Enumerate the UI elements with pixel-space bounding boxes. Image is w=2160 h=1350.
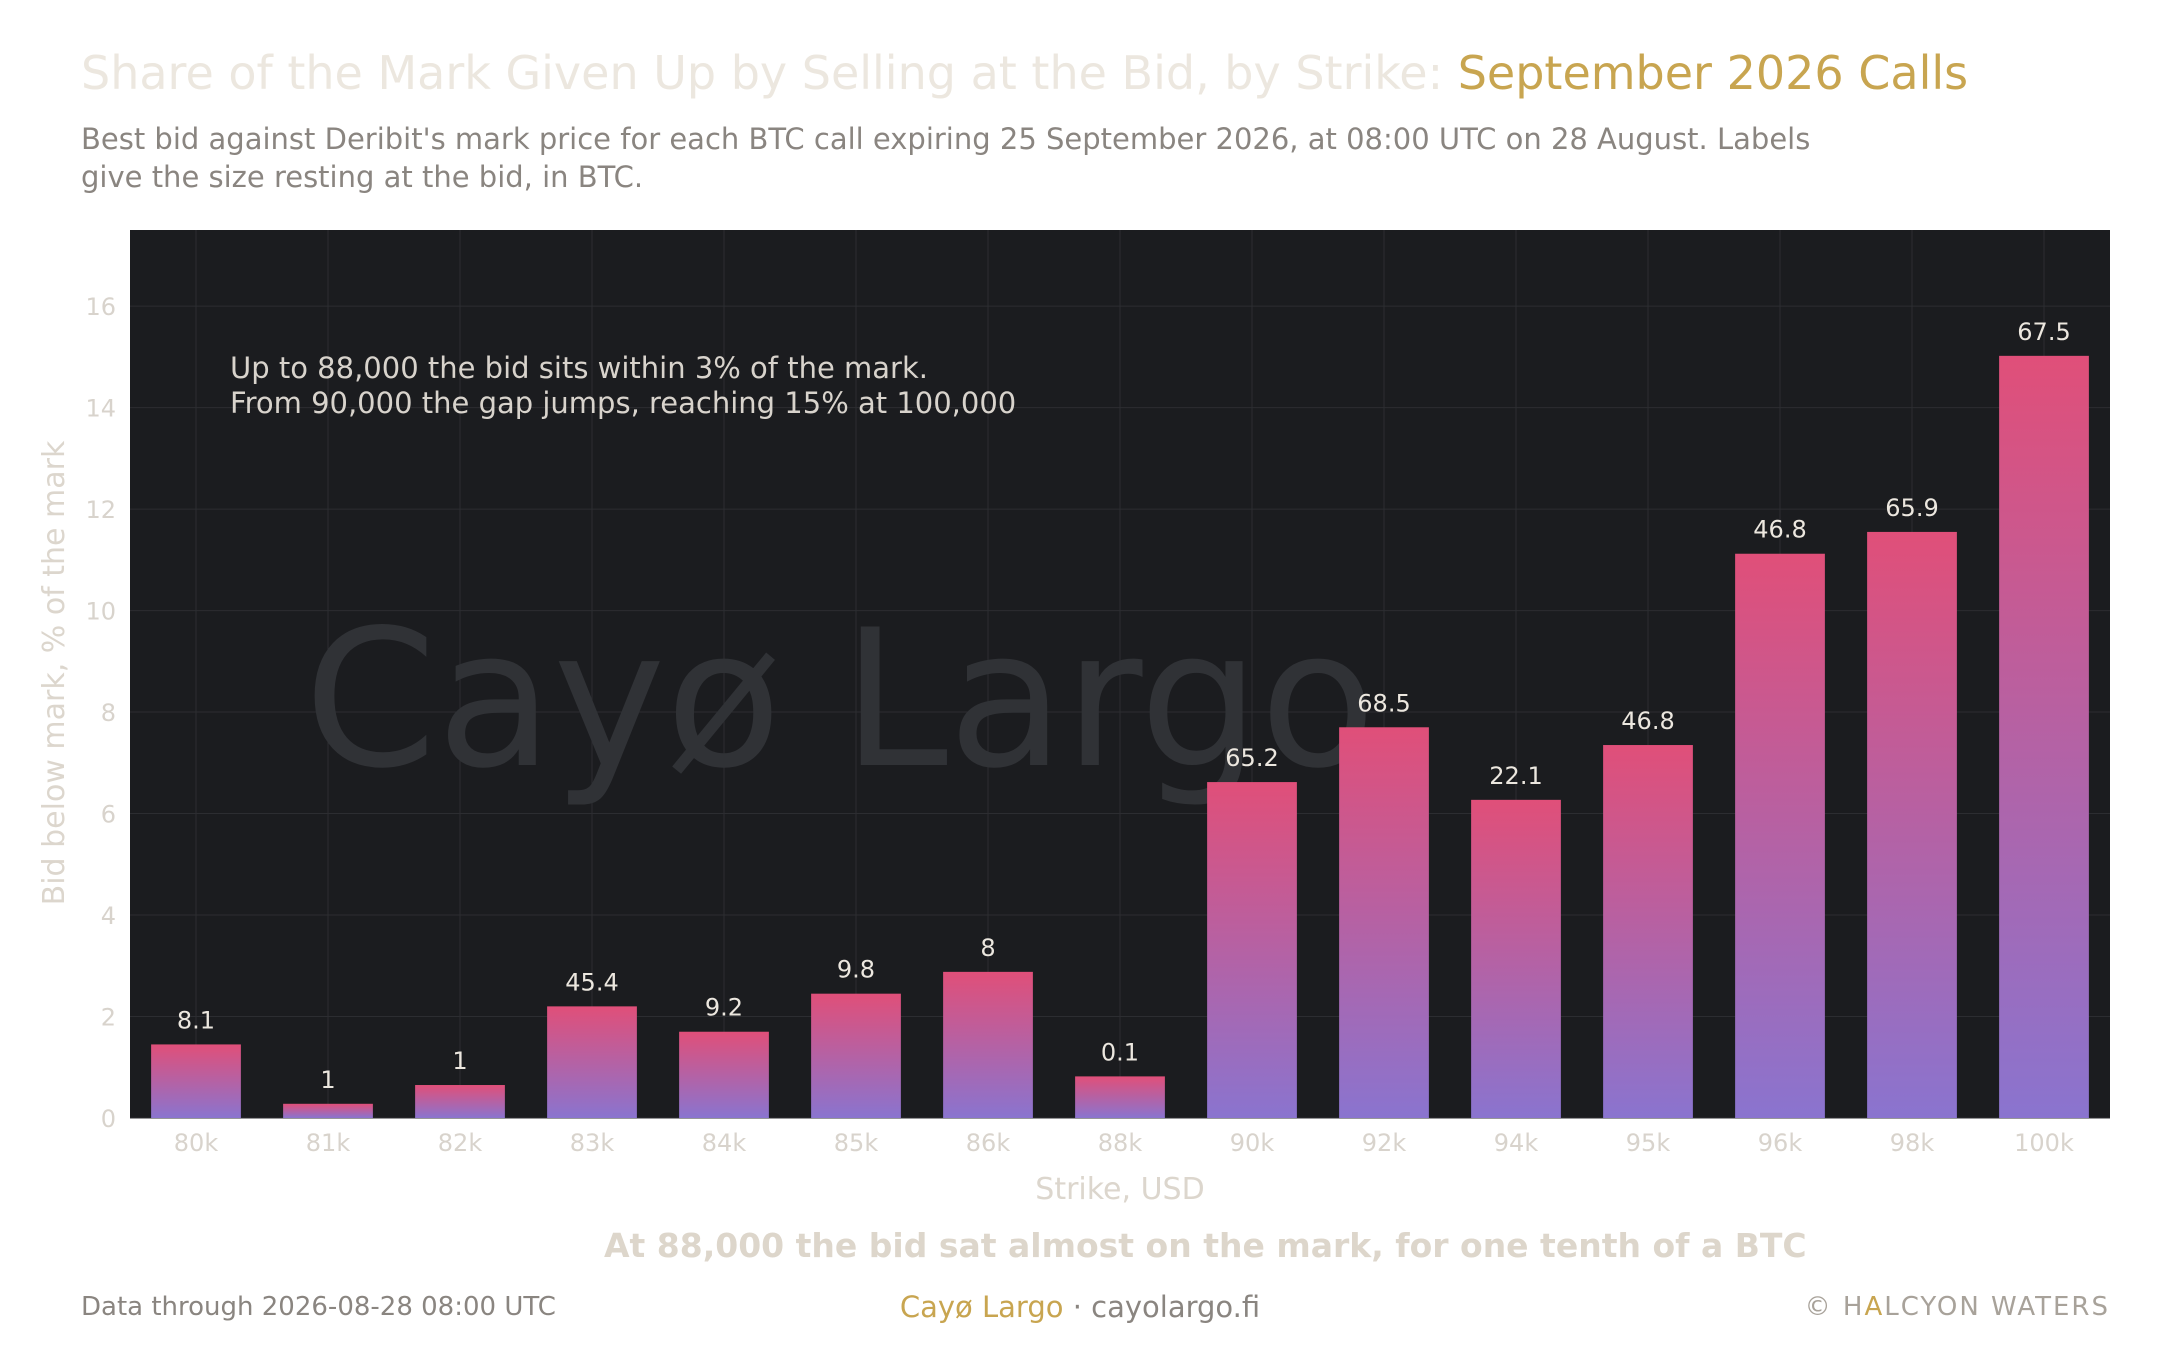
chart-title-prefix: Share of the Mark Given Up by Selling at… <box>81 46 1458 100</box>
y-axis-ticks: 0 2 4 6 8 10 12 14 16 <box>85 293 116 1133</box>
footer-separator: · <box>1072 1290 1082 1324</box>
bar-value-label: 67.5 <box>2017 318 2070 346</box>
x-tick-label: 84k <box>702 1129 747 1157</box>
x-tick-label: 96k <box>1758 1129 1803 1157</box>
brand-name: Cayø Largo <box>899 1290 1064 1324</box>
x-tick-label: 81k <box>306 1129 351 1157</box>
copyright-symbol: © <box>1804 1292 1833 1322</box>
bar <box>1867 531 1957 1118</box>
x-tick-label: 98k <box>1890 1129 1935 1157</box>
bar <box>811 993 901 1118</box>
y-tick-label: 14 <box>85 395 116 423</box>
bar <box>679 1031 769 1118</box>
bar-value-label: 9.2 <box>705 994 743 1022</box>
bar <box>1603 745 1693 1118</box>
bar-value-label: 1 <box>452 1047 467 1075</box>
bar <box>943 971 1033 1118</box>
bar <box>547 1006 637 1118</box>
y-axis-label: Bid below mark, % of the mark <box>37 440 72 905</box>
data-through-text: Data through 2026-08-28 08:00 UTC <box>81 1292 556 1322</box>
x-tick-label: 86k <box>966 1129 1011 1157</box>
copyright-mark: © HALCYON WATERS <box>1805 1292 2110 1322</box>
bar-value-label: 1 <box>320 1066 335 1094</box>
bar <box>1339 727 1429 1118</box>
bar <box>283 1103 373 1118</box>
x-tick-label: 92k <box>1362 1129 1407 1157</box>
bar <box>1999 355 2089 1118</box>
x-tick-label: 82k <box>438 1129 483 1157</box>
bar-value-label: 0.1 <box>1101 1038 1139 1066</box>
org-name-part1: H <box>1842 1292 1865 1322</box>
bar <box>151 1044 241 1118</box>
bar-value-label: 46.8 <box>1621 707 1674 735</box>
chart-title-accent: September 2026 Calls <box>1457 46 1969 100</box>
bar <box>1471 799 1561 1118</box>
org-name-part2: LCYON WATERS <box>1884 1292 2110 1322</box>
x-tick-label: 80k <box>174 1129 219 1157</box>
chart-subtitle: Best bid against Deribit's mark price fo… <box>81 122 1811 194</box>
watermark: Cayø Largo <box>304 589 1376 810</box>
bar <box>1735 553 1825 1118</box>
bar-value-label: 9.8 <box>837 956 875 984</box>
bar-value-label: 65.2 <box>1225 744 1278 772</box>
x-tick-label: 88k <box>1098 1129 1143 1157</box>
bar-value-label: 8 <box>980 934 995 962</box>
bar <box>1075 1076 1165 1118</box>
bar <box>1207 782 1297 1118</box>
x-tick-label: 95k <box>1626 1129 1671 1157</box>
bar-value-label: 65.9 <box>1885 494 1938 522</box>
y-tick-label: 12 <box>85 496 116 524</box>
x-tick-label: 100k <box>2014 1129 2074 1157</box>
y-tick-label: 16 <box>85 293 116 321</box>
bar-value-label: 68.5 <box>1357 689 1410 717</box>
bar-value-label: 8.1 <box>177 1006 215 1034</box>
annotation-line-2: From 90,000 the gap jumps, reaching 15% … <box>230 386 1016 420</box>
bars <box>151 355 2089 1118</box>
x-tick-label: 90k <box>1230 1129 1275 1157</box>
takeaway-note: At 88,000 the bid sat almost on the mark… <box>604 1226 1807 1265</box>
bar-value-label: 45.4 <box>565 968 618 996</box>
bar-value-label: 22.1 <box>1489 762 1542 790</box>
site-link[interactable]: cayolargo.fi <box>1091 1290 1261 1324</box>
y-tick-label: 6 <box>101 801 116 829</box>
org-name-accent: A <box>1864 1292 1885 1322</box>
y-tick-label: 8 <box>101 699 116 727</box>
y-tick-label: 4 <box>101 902 116 930</box>
x-axis-label: Strike, USD <box>1035 1172 1204 1207</box>
x-axis-ticks: 80k 81k 82k 83k 84k 85k 86k 88k 90k 92k 94k 95k 96k 9… <box>174 1129 2074 1157</box>
y-tick-label: 2 <box>101 1004 116 1032</box>
bar-value-label: 46.8 <box>1753 516 1806 544</box>
y-tick-label: 10 <box>85 598 116 626</box>
bar <box>415 1085 505 1118</box>
x-tick-label: 83k <box>570 1129 615 1157</box>
annotation-line-1: Up to 88,000 the bid sits within 3% of t… <box>230 351 928 385</box>
x-tick-label: 94k <box>1494 1129 1539 1157</box>
footer-brand: Cayø Largo · cayolargo.fi <box>800 1290 1360 1324</box>
x-tick-label: 85k <box>834 1129 879 1157</box>
y-tick-label: 0 <box>101 1105 116 1133</box>
chart-title: Share of the Mark Given Up by Selling at… <box>81 46 1968 100</box>
bar-labels: 8.1 1 1 45.4 9.2 9.8 8 0.1 65.2 68.5 22.1 46.8 46.8 6… <box>177 318 2071 1094</box>
